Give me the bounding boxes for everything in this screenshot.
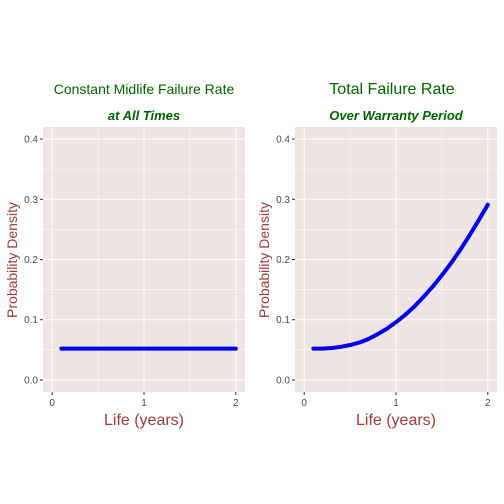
left-x-axis-title: Life (years) [104, 412, 184, 429]
right-chart-title: Total Failure Rate [329, 81, 454, 98]
right-y-tick-label: 0.4 [276, 135, 290, 146]
left-y-tick-label: 0.2 [24, 255, 38, 266]
left-y-tick-label: 0.4 [24, 135, 38, 146]
left-chart: Constant Midlife Failure Rate at All Tim… [4, 81, 245, 429]
right-y-axis-title: Probability Density [256, 202, 272, 318]
right-chart-subtitle: Over Warranty Period [329, 108, 463, 123]
left-chart-title: Constant Midlife Failure Rate [54, 81, 235, 97]
right-y-ticks: 0.0 0.1 0.2 0.3 0.4 [276, 135, 295, 387]
left-y-tick-label: 0.1 [24, 315, 38, 326]
right-x-axis-title: Life (years) [356, 412, 436, 429]
right-y-tick-label: 0.1 [276, 315, 290, 326]
left-y-axis-title: Probability Density [4, 202, 20, 318]
right-y-tick-label: 0.3 [276, 195, 290, 206]
left-y-ticks: 0.0 0.1 0.2 0.3 0.4 [24, 135, 43, 387]
left-y-tick-label: 0.3 [24, 195, 38, 206]
right-x-tick-label: 0 [301, 398, 307, 409]
right-y-tick-label: 0.2 [276, 255, 290, 266]
left-y-tick-label: 0.0 [24, 375, 38, 386]
left-chart-subtitle: at All Times [108, 108, 180, 123]
left-x-tick-label: 2 [233, 398, 239, 409]
left-x-tick-label: 0 [49, 398, 55, 409]
right-x-ticks: 0 1 2 [301, 392, 491, 409]
left-x-ticks: 0 1 2 [49, 392, 239, 409]
right-x-tick-label: 2 [485, 398, 491, 409]
left-x-tick-label: 1 [141, 398, 147, 409]
right-x-tick-label: 1 [393, 398, 399, 409]
right-y-tick-label: 0.0 [276, 375, 290, 386]
right-chart: Total Failure Rate Over Warranty Period … [256, 81, 497, 429]
